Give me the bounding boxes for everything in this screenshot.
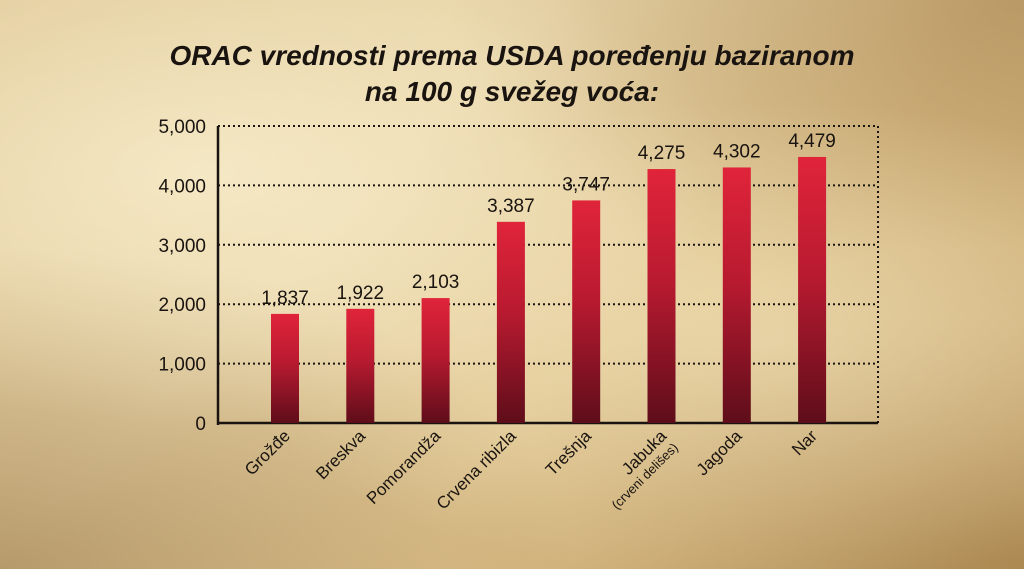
- chart-title-line2: na 100 g svežeg voća:: [364, 76, 660, 107]
- bar-value-label: 3,747: [562, 174, 610, 195]
- x-tick-label-main: Breskva: [312, 426, 369, 483]
- bar: [798, 156, 827, 424]
- x-tick-label-main: Pomorandža: [363, 426, 445, 508]
- bar-value-label: 4,479: [788, 131, 836, 152]
- x-tick-label-main: Nar: [788, 426, 821, 459]
- y-tick-label: 2,000: [158, 295, 206, 316]
- bar: [722, 167, 751, 423]
- x-tick-label: Nar: [788, 426, 821, 459]
- bar-value-label: 3,387: [487, 196, 535, 217]
- bar-value-label: 1,922: [337, 283, 385, 304]
- bar-value-label: 4,275: [638, 143, 686, 164]
- y-tick-label: 0: [195, 414, 206, 435]
- bar-value-label: 2,103: [412, 272, 460, 293]
- bar: [346, 308, 375, 423]
- bar: [421, 298, 450, 423]
- bar: [572, 200, 601, 423]
- x-tick-label: Jabuka(crveni delišes): [609, 426, 681, 512]
- x-tick-label: Trešnja: [542, 426, 595, 479]
- x-tick-label: Jagoda: [693, 426, 746, 479]
- x-tick-label: Crvena ribizla: [433, 426, 520, 513]
- x-tick-label: Grožđe: [241, 426, 294, 479]
- y-tick-label: 4,000: [158, 176, 206, 197]
- x-tick-label: Pomorandža: [363, 426, 445, 508]
- x-tick-label-main: Jagoda: [693, 426, 746, 479]
- y-tick-label: 3,000: [158, 236, 206, 257]
- bar: [496, 221, 525, 423]
- chart-title-line1: ORAC vrednosti prema USDA poređenju bazi…: [169, 40, 855, 71]
- bar-value-label: 4,302: [713, 141, 761, 162]
- x-tick-label: Breskva: [312, 426, 369, 483]
- x-tick-label-main: Trešnja: [542, 426, 595, 479]
- y-tick-label: 1,000: [158, 355, 206, 376]
- x-tick-label-main: Grožđe: [241, 426, 294, 479]
- bar: [647, 169, 676, 423]
- x-tick-label-main: Crvena ribizla: [433, 426, 520, 513]
- bar-value-label: 1,837: [261, 288, 309, 309]
- y-tick-label: 5,000: [158, 117, 206, 138]
- bar: [271, 313, 299, 423]
